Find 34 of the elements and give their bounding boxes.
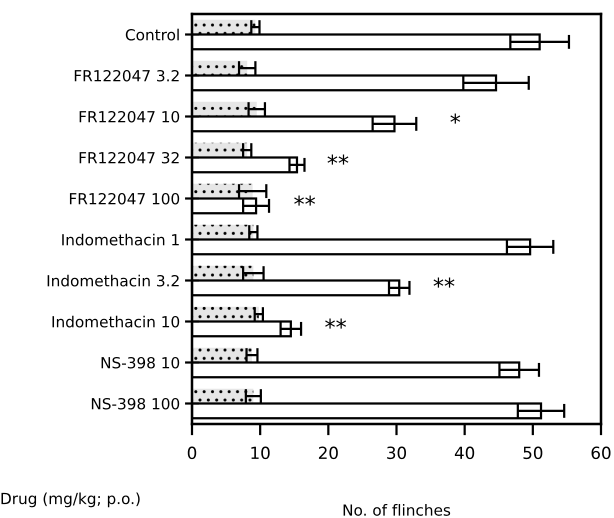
x-tick-label: 30 — [387, 446, 406, 460]
y-tick-label: Indomethacin 10 — [52, 316, 180, 328]
bar — [192, 306, 259, 322]
bar — [192, 266, 254, 280]
x-axis-title: No. of flinches — [344, 504, 450, 516]
bar — [192, 184, 253, 198]
y-tick-label: FR122047 3.2 — [74, 70, 179, 82]
y-tick-label: Indomethacin 3.2 — [48, 274, 179, 287]
bar — [192, 20, 256, 34]
y-axis-title: Drug (mg/kg; p.o.) — [2, 492, 140, 508]
annotation: ** — [325, 318, 346, 329]
bar — [192, 142, 248, 158]
y-tick-label: FR122047 100 — [70, 192, 180, 205]
x-tick-label: 20 — [318, 446, 338, 460]
bar — [192, 388, 254, 404]
y-tick-label: Control — [126, 28, 179, 41]
x-tick-label: 50 — [524, 446, 542, 460]
bar — [192, 102, 257, 116]
x-tick-label: 40 — [454, 446, 474, 460]
y-tick-label: NS-398 10 — [102, 356, 180, 369]
y-tick-label: FR122047 32 — [80, 152, 179, 164]
annotation: * — [450, 114, 460, 124]
bar — [192, 224, 254, 240]
y-tick-label: FR122047 10 — [80, 110, 180, 123]
annotation: ** — [294, 196, 316, 206]
annotation: ** — [328, 154, 348, 165]
y-tick-label: Indomethacin 1 — [62, 234, 179, 246]
bar — [192, 60, 248, 76]
x-tick-label: 0 — [188, 446, 196, 460]
annotation: ** — [434, 278, 454, 288]
bar — [192, 348, 252, 362]
x-tick-label: 60 — [592, 446, 610, 460]
y-tick-label: NS-398 100 — [92, 398, 180, 410]
x-tick-label: 10 — [251, 446, 270, 460]
